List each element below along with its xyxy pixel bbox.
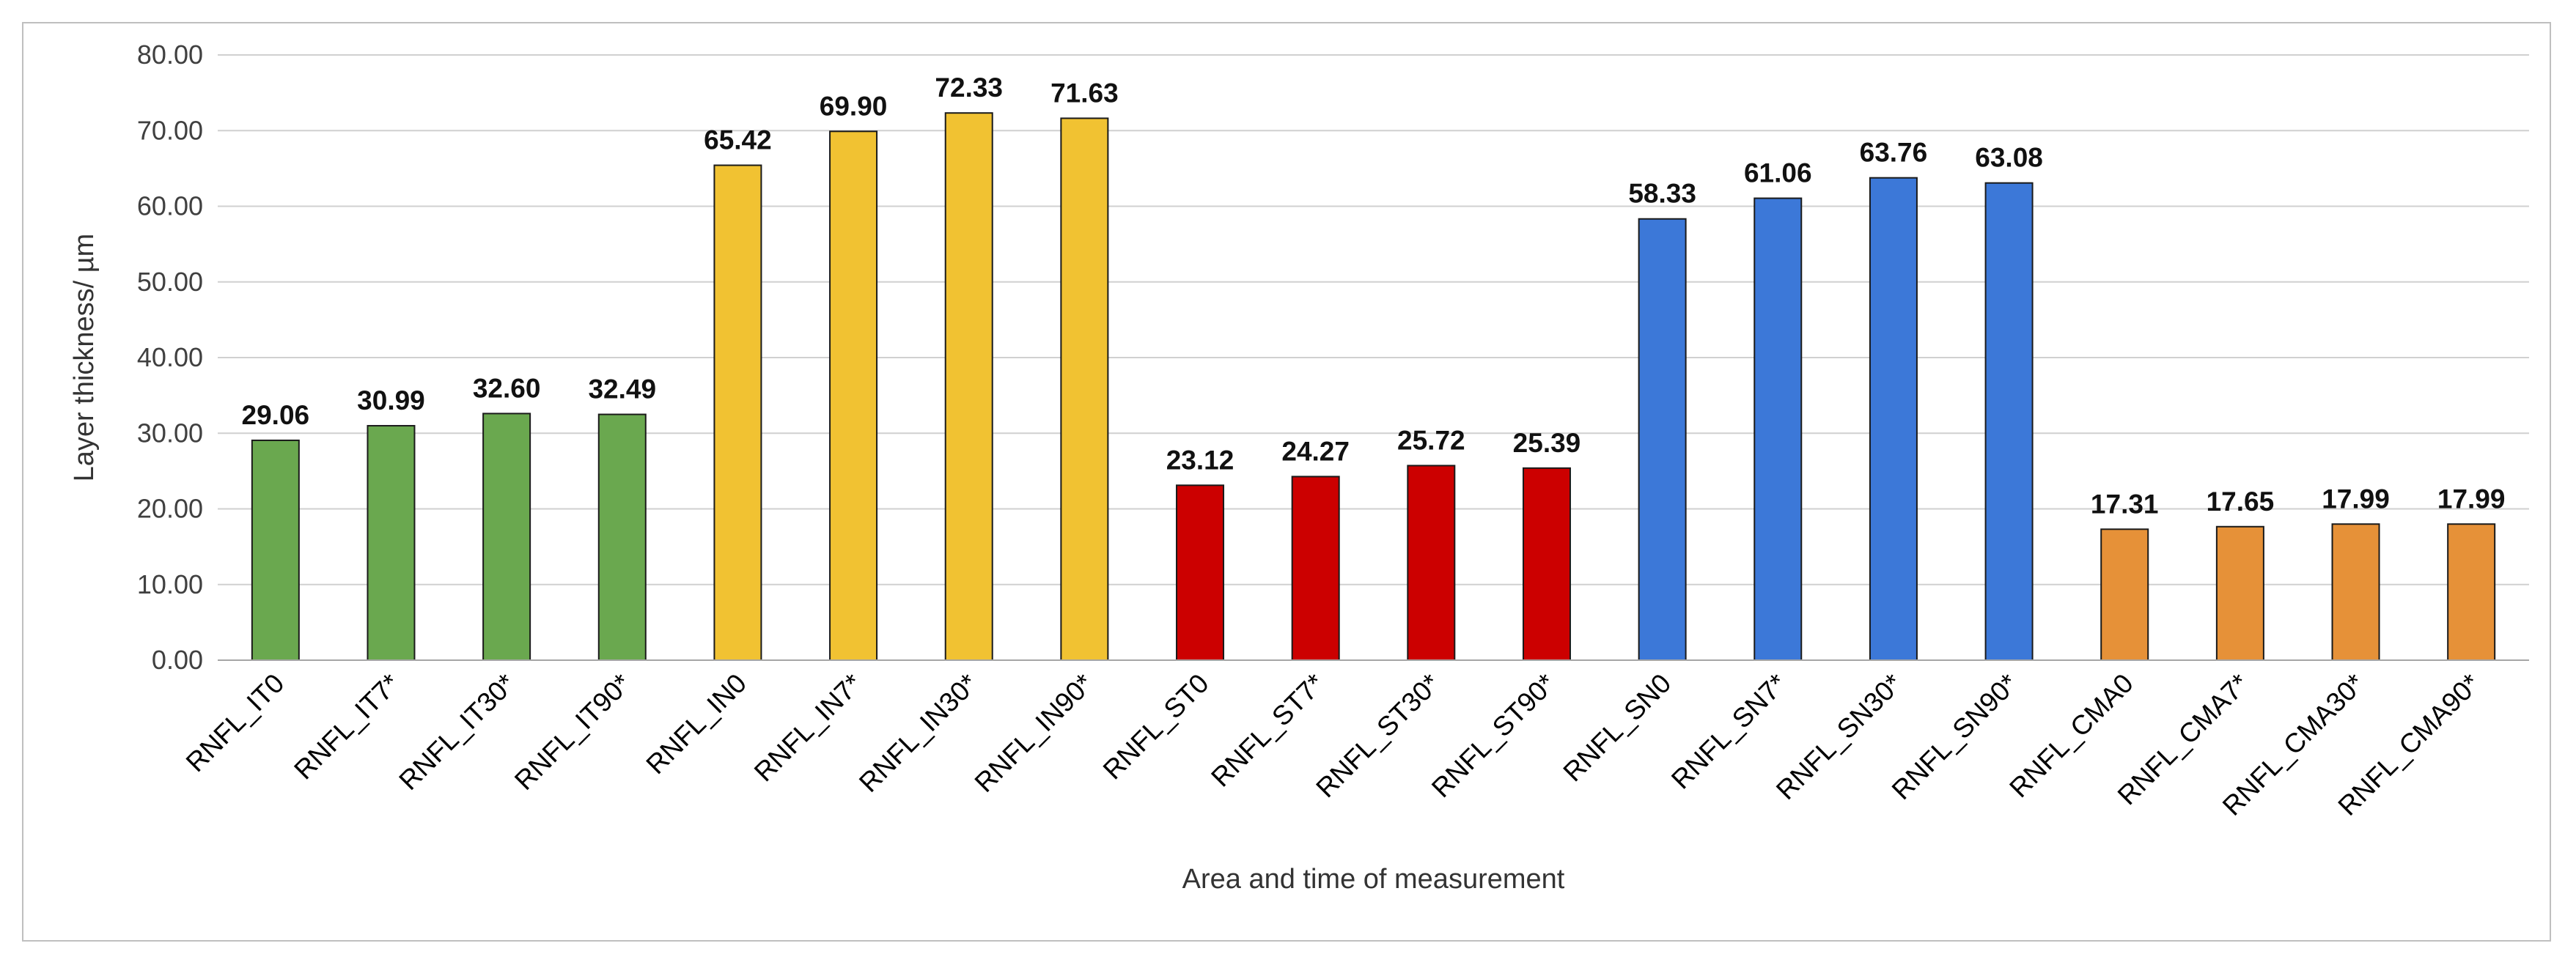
y-tick-label: 20.00 [137,494,203,524]
x-category-label: RNFL_ST7* [1205,668,1330,793]
data-label: 58.33 [1628,179,1696,209]
bar-rnfl-st90 [1522,467,1571,662]
bar-rnfl-st30 [1407,465,1456,661]
data-label: 72.33 [935,73,1003,103]
x-category-label: RNFL_IN0 [641,668,753,780]
bar-rnfl-cma90 [2447,523,2496,661]
y-axis-ticks: 0.00 10.00 20.00 30.00 40.00 50.00 60.00 70.00 8… [137,40,203,675]
y-tick-label: 60.00 [137,191,203,221]
x-category-label: RNFL_IT7* [288,668,405,785]
x-axis-title: Area and time of measurement [1182,864,1565,895]
x-category-label: RNFL_ST30* [1310,668,1446,804]
data-label: 71.63 [1050,78,1119,108]
bar-rnfl-in90 [1060,117,1109,662]
data-label: 17.99 [2322,484,2390,514]
data-label: 23.12 [1166,445,1234,475]
x-category-label: RNFL_IN7* [748,668,868,788]
y-tick-label: 80.00 [137,40,203,70]
bar-rnfl-cma30 [2331,523,2380,661]
bar-rnfl-cma7 [2215,525,2264,661]
bar-rnfl-in0 [713,164,762,661]
chart-frame: 0.00 10.00 20.00 30.00 40.00 50.00 60.00 70.00 8… [22,22,2551,942]
bar-rnfl-sn30 [1869,177,1918,662]
data-label: 63.76 [1860,138,1928,168]
x-category-label: RNFL_ST0 [1097,668,1215,785]
data-label: 63.08 [1975,143,2043,173]
data-label: 30.99 [357,385,425,415]
bar-rnfl-sn0 [1638,218,1687,661]
gridlines [218,54,2529,585]
bar-rnfl-in7 [829,130,878,662]
data-label: 69.90 [820,91,888,121]
data-label: 29.06 [242,400,310,430]
x-category-label: RNFL_IT90* [509,668,636,796]
x-category-label: RNFL_SN0 [1558,668,1677,788]
data-label: 61.06 [1744,158,1812,188]
bars [251,112,2496,662]
data-label: 32.60 [473,373,541,403]
data-label: 17.65 [2207,487,2275,517]
bar-rnfl-st7 [1291,476,1340,661]
x-category-label: RNFL_IN90* [969,668,1099,798]
x-category-label: RNFL_IT30* [393,668,520,796]
data-label: 24.27 [1281,436,1350,466]
bar-rnfl-sn7 [1753,197,1803,662]
bar-rnfl-it30 [482,413,531,662]
bar-rnfl-it0 [251,439,300,661]
bar-rnfl-it7 [367,425,416,661]
data-label: 32.49 [588,374,656,404]
data-label: 25.72 [1397,425,1465,455]
x-category-label: RNFL_IT0 [180,668,290,778]
bar-rnfl-st0 [1176,484,1225,662]
data-label: 17.99 [2437,484,2506,514]
bar-rnfl-in30 [944,112,993,661]
y-tick-label: 30.00 [137,418,203,448]
data-label: 17.31 [2091,489,2159,519]
y-tick-label: 50.00 [137,267,203,297]
x-category-label: RNFL_ST90* [1426,668,1561,804]
data-label: 65.42 [704,125,772,155]
bar-rnfl-cma0 [2100,528,2149,661]
y-tick-label: 0.00 [152,645,203,675]
y-tick-label: 70.00 [137,115,203,145]
data-labels: 29.06 30.99 32.60 32.49 65.42 69.90 72.33 71.63… [242,73,2506,519]
bar-chart: 0.00 10.00 20.00 30.00 40.00 50.00 60.00 70.00 8… [69,40,2529,895]
x-category-label: RNFL_SN7* [1666,668,1792,795]
y-axis-title: Layer thickness/ µm [69,234,100,482]
y-tick-label: 40.00 [137,342,203,372]
data-label: 25.39 [1513,428,1581,458]
bar-rnfl-sn90 [1984,182,2034,662]
y-tick-label: 10.00 [137,569,203,599]
bar-rnfl-it90 [597,413,647,662]
x-category-label: RNFL_IN30* [853,668,983,798]
